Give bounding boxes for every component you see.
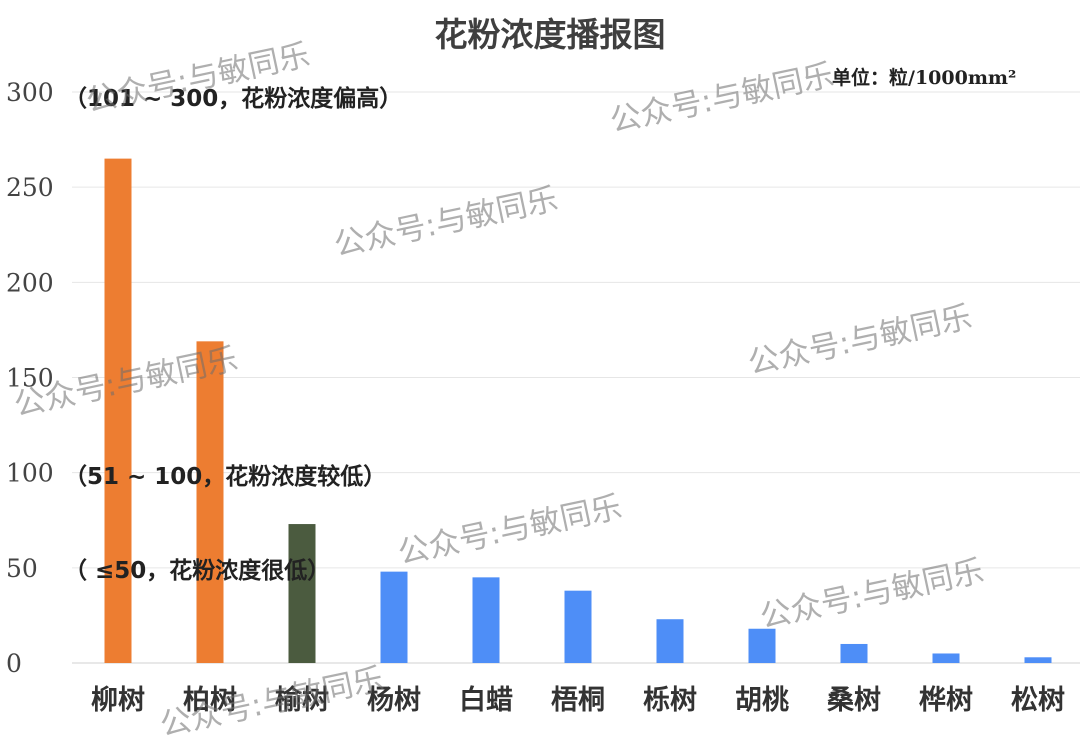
y-tick-label: 300 [6,78,54,107]
band-label-high: （101 ~ 300，花粉浓度偏高） [64,86,403,112]
x-tick-label: 白蜡 [459,684,513,716]
y-tick-label: 200 [6,268,54,297]
x-tick-label: 杨树 [367,685,421,716]
x-tick-label: 柏树 [183,685,237,716]
bar [656,619,684,663]
bar [288,524,316,663]
bar [472,577,500,663]
x-tick-label: 栎树 [643,685,697,716]
bar [1024,657,1052,663]
y-tick-label: 150 [6,364,54,393]
bar [380,571,408,663]
x-tick-label: 梧桐 [551,685,605,716]
y-tick-label: 250 [6,173,54,202]
x-tick-label: 柳树 [91,685,145,716]
y-tick-label: 100 [6,459,54,488]
x-tick-label: 桑树 [827,685,881,716]
x-tick-label: 桦树 [919,685,973,716]
chart-title: 花粉浓度播报图 [434,15,666,54]
bar [932,653,960,663]
band-label-mid: （51 ~ 100，花粉浓度较低） [64,464,387,490]
x-tick-label: 榆树 [275,684,329,716]
y-tick-label: 0 [6,649,22,678]
bar [104,158,132,663]
y-tick-label: 50 [6,554,38,583]
unit-label: 单位：粒/1000mm² [832,67,1017,89]
bar [840,643,868,663]
band-label-low: （ ≤50，花粉浓度很低） [64,558,331,584]
bar [564,590,592,663]
x-tick-label: 胡桃 [735,685,789,716]
x-tick-label: 松树 [1011,685,1065,716]
bar [748,628,776,663]
bar [196,341,224,663]
